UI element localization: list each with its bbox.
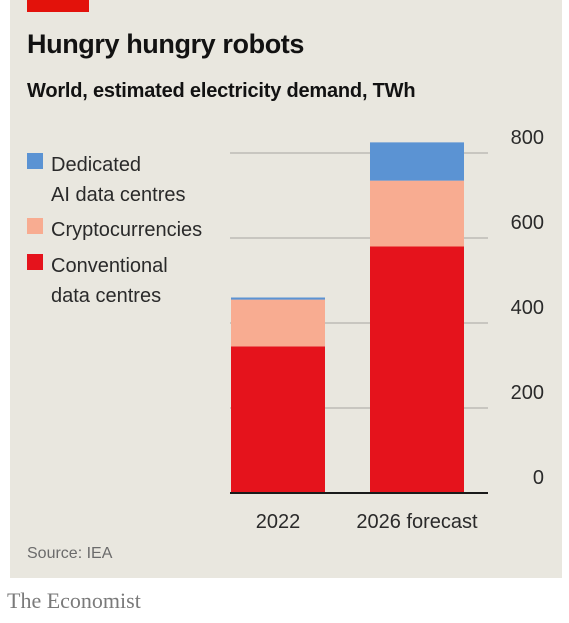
y-tick-label-0: 0 [533, 467, 544, 489]
legend-label-ai-line1: Dedicated [51, 154, 142, 176]
legend-label-conventional-line1: Conventional [51, 255, 168, 277]
brand-tab [27, 0, 89, 12]
chart-title: Hungry hungry robots [27, 29, 304, 59]
bar-1-series-1 [370, 180, 464, 247]
bar-0-series-0 [231, 346, 325, 493]
legend-swatch-crypto [27, 218, 43, 234]
x-tick-label-1: 2026 forecast [356, 511, 478, 533]
chart-plot: 0 200 400 600 800 2022 2026 forecast [230, 127, 544, 533]
legend-label-conventional-line2: data centres [51, 285, 162, 307]
legend-label-ai-line2: AI data centres [51, 184, 186, 206]
bar-1-series-2 [370, 142, 464, 181]
x-tick-label-0: 2022 [256, 511, 301, 533]
legend-swatch-ai [27, 153, 43, 169]
bar-0-series-1 [231, 299, 325, 347]
legend-swatch-conventional [27, 254, 43, 270]
bar-1-series-0 [370, 246, 464, 493]
legend-label-crypto: Cryptocurrencies [51, 219, 203, 241]
y-tick-label-600: 600 [511, 212, 544, 234]
y-tick-label-800: 800 [511, 127, 544, 149]
y-tick-label-400: 400 [511, 297, 544, 319]
bar-0-series-2 [231, 297, 325, 300]
chart-subtitle: World, estimated electricity demand, TWh [27, 80, 416, 102]
source-note: Source: IEA [27, 545, 113, 562]
y-tick-label-200: 200 [511, 382, 544, 404]
publisher-logo: The Economist [7, 588, 141, 613]
